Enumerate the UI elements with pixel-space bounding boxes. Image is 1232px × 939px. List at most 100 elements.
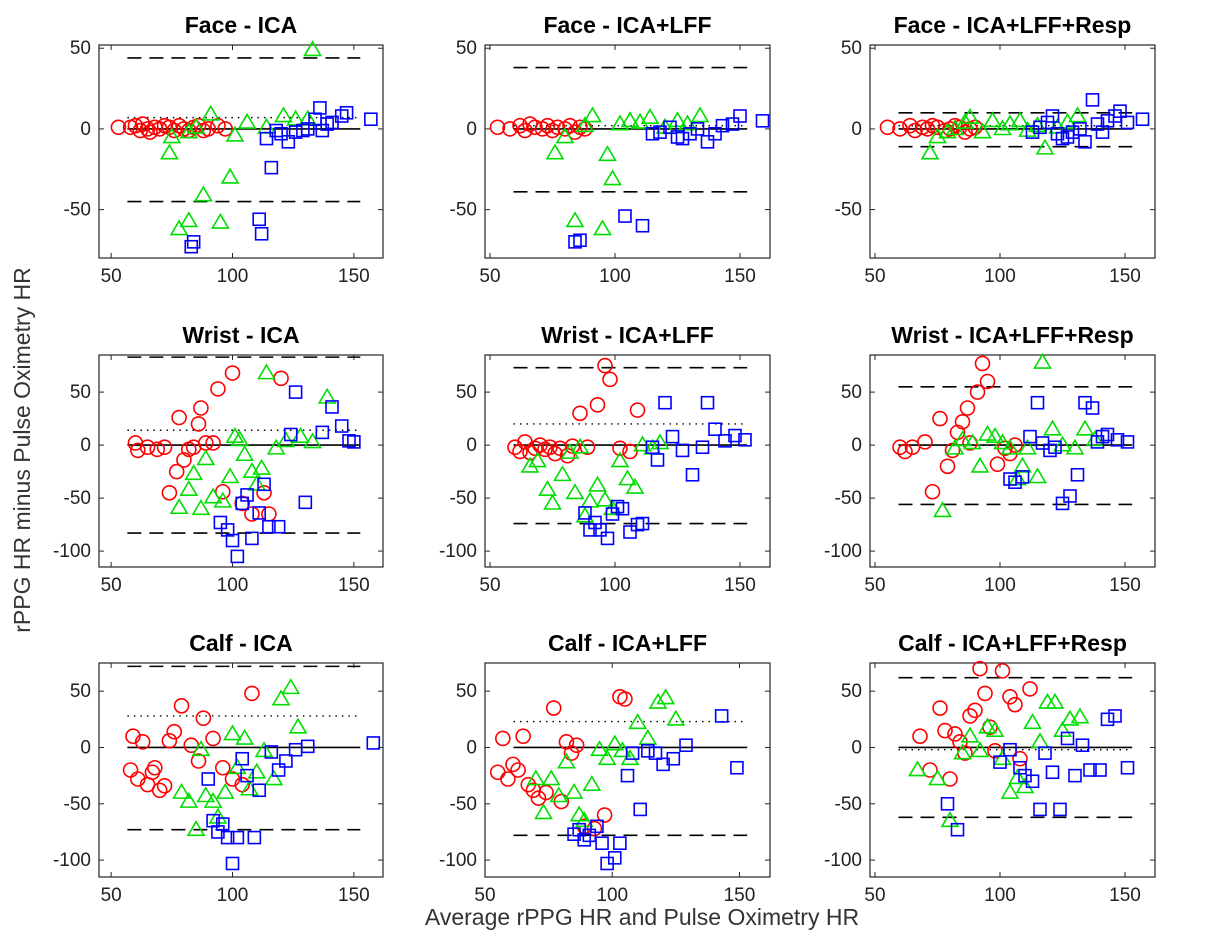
green-triangle-point: [908, 760, 927, 777]
green-triangle-point: [593, 219, 612, 236]
blue-square-point: [1108, 109, 1122, 123]
y-tick-label: 50: [456, 382, 477, 403]
y-tick-label: -100: [53, 850, 91, 871]
blue-square-point: [1038, 746, 1052, 760]
red-circle-point: [512, 117, 528, 134]
green-triangle-point: [545, 143, 565, 160]
blue-square-point: [633, 802, 648, 817]
y-tick-label: 50: [456, 38, 477, 59]
blue-square-point: [1078, 135, 1092, 149]
green-triangle-point: [242, 462, 262, 479]
x-tick-label: 100: [599, 575, 631, 596]
y-tick-label: -50: [450, 200, 477, 221]
y-tick-label: 50: [841, 38, 862, 59]
red-circle-point: [142, 124, 158, 140]
green-triangle-point: [993, 119, 1012, 136]
blue-square-point: [613, 836, 627, 851]
red-circle-point: [532, 437, 548, 453]
red-circle-point: [122, 762, 139, 778]
red-circle-point: [168, 463, 185, 480]
green-triangle-point: [252, 458, 272, 475]
blue-square-point: [1003, 742, 1017, 757]
green-triangle-point: [526, 769, 546, 786]
blue-square-point: [254, 226, 269, 241]
red-circle-point: [629, 402, 646, 418]
blue-square-point: [245, 531, 259, 546]
green-triangle-point: [690, 106, 710, 123]
blue-square-point: [708, 422, 722, 437]
x-tick-label: 150: [1109, 885, 1141, 906]
blue-square-point: [213, 515, 228, 530]
red-circle-point: [156, 439, 173, 456]
red-circle-point: [937, 722, 953, 739]
green-triangle-point: [1035, 138, 1055, 155]
red-circle-point: [1012, 750, 1028, 767]
red-circle-point: [507, 439, 523, 456]
green-triangle-point: [1043, 419, 1062, 436]
y-tick-label: -50: [64, 794, 91, 815]
green-triangle-point: [271, 689, 291, 706]
green-triangle-point: [575, 506, 595, 523]
green-triangle-point: [223, 724, 242, 741]
y-tick-label: 0: [851, 435, 862, 456]
x-tick-label: 100: [984, 575, 1016, 596]
green-triangle-point: [541, 769, 561, 786]
red-circle-point: [166, 723, 183, 740]
green-triangle-point: [970, 456, 990, 473]
red-circle-point: [505, 756, 521, 773]
x-tick-label: 150: [1109, 266, 1141, 287]
x-tick-label: 100: [217, 575, 249, 596]
blue-square-point: [262, 519, 276, 534]
y-tick-label: 50: [841, 382, 862, 403]
red-circle-point: [500, 771, 516, 787]
green-triangle-point: [583, 106, 602, 123]
green-triangle-point: [610, 114, 630, 131]
red-circle-point: [195, 710, 212, 726]
green-triangle-point: [595, 490, 615, 507]
blue-square-point: [620, 768, 635, 783]
green-triangle-point: [169, 219, 189, 236]
blue-square-point: [675, 131, 690, 146]
blue-square-point: [993, 755, 1007, 769]
green-triangle-point: [582, 775, 602, 792]
x-tick-label: 100: [599, 266, 631, 287]
data-points: [122, 678, 381, 871]
blue-square-point: [1025, 774, 1040, 789]
green-triangle-point: [656, 688, 676, 705]
red-circle-point: [612, 440, 628, 457]
red-circle-point: [502, 121, 518, 137]
red-circle-point: [924, 483, 941, 500]
red-circle-point: [244, 506, 260, 522]
blue-square-point: [1050, 126, 1065, 141]
blue-square-point: [1100, 712, 1115, 727]
green-triangle-point: [227, 758, 247, 775]
panel-face-ica: Face - ICA 50 100 150 -50 0 50: [64, 12, 384, 287]
blue-square-point: [1030, 395, 1045, 410]
red-circle-point: [1002, 688, 1018, 705]
blue-square-point: [288, 742, 303, 757]
data-points: [507, 357, 752, 546]
blue-square-point: [271, 519, 286, 534]
green-triangle-point: [1068, 106, 1087, 123]
blue-square-point: [320, 117, 334, 131]
green-triangle-point: [213, 491, 233, 508]
red-circle-point: [190, 416, 207, 432]
panel-face-ica-lff: Face - ICA+LFF 50 100 150 -50 0 50: [450, 12, 771, 287]
x-tick-label: 50: [474, 885, 495, 906]
red-circle-point: [161, 732, 178, 749]
x-tick-label: 50: [101, 575, 122, 596]
red-circle-point: [579, 439, 596, 456]
blue-square-point: [635, 218, 650, 233]
red-circle-point: [538, 784, 554, 801]
blue-square-point: [259, 131, 274, 146]
red-circle-point: [962, 708, 978, 724]
blue-square-point: [364, 112, 378, 127]
blue-square-point: [1135, 112, 1150, 127]
green-triangle-point: [172, 782, 191, 799]
figure-xlabel: Average rPPG HR and Pulse Oximetry HR: [425, 904, 859, 930]
green-triangle-point: [973, 122, 992, 139]
blue-square-point: [1095, 429, 1110, 444]
blue-square-point: [288, 385, 303, 399]
panel-title: Calf - ICA: [189, 630, 293, 656]
